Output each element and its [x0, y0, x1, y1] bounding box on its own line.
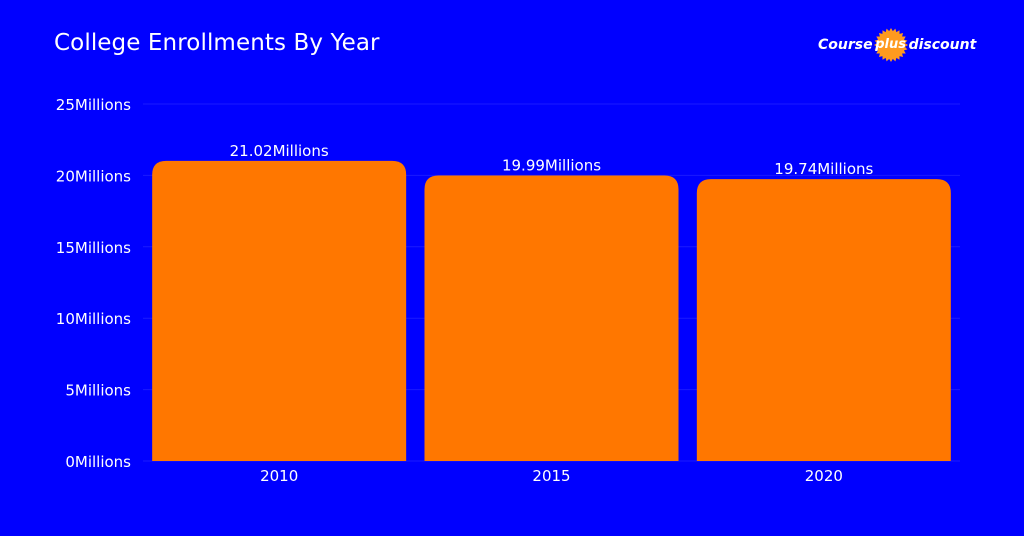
x-tick-label-2010: 2010	[260, 467, 298, 485]
value-label-2015: 19.99Millions	[502, 157, 601, 175]
y-tick-label: 20Millions	[56, 167, 131, 185]
x-tick-label-2015: 2015	[532, 467, 570, 485]
logo-text-discount: discount	[908, 37, 977, 53]
course-plus-discount-logo: Course plus discount	[818, 28, 976, 62]
x-tick-label-2020: 2020	[805, 467, 843, 485]
logo-text-course: Course	[818, 37, 873, 53]
y-tick-label: 5Millions	[65, 382, 131, 400]
y-tick-label: 0Millions	[65, 453, 131, 471]
y-axis-tick-labels: 0Millions 5Millions 10Millions 15Millions 20…	[56, 96, 131, 471]
y-tick-label: 15Millions	[56, 239, 131, 257]
value-labels: 21.02Millions 19.99Millions 19.74Millions	[230, 142, 874, 178]
logo-badge: plus	[873, 28, 908, 62]
bar-2015	[424, 175, 679, 462]
value-label-2020: 19.74Millions	[774, 160, 873, 178]
y-tick-label: 25Millions	[56, 96, 131, 114]
logo-text-plus: plus	[875, 37, 906, 52]
bar-2020	[696, 179, 951, 461]
chart-title: College Enrollments By Year	[54, 30, 380, 56]
x-axis-tick-labels: 2010 2015 2020	[260, 467, 843, 485]
bar-2010	[152, 160, 407, 461]
bars	[152, 160, 951, 462]
starburst-icon	[873, 28, 908, 62]
value-label-2010: 21.02Millions	[230, 142, 329, 160]
y-tick-label: 10Millions	[56, 310, 131, 328]
